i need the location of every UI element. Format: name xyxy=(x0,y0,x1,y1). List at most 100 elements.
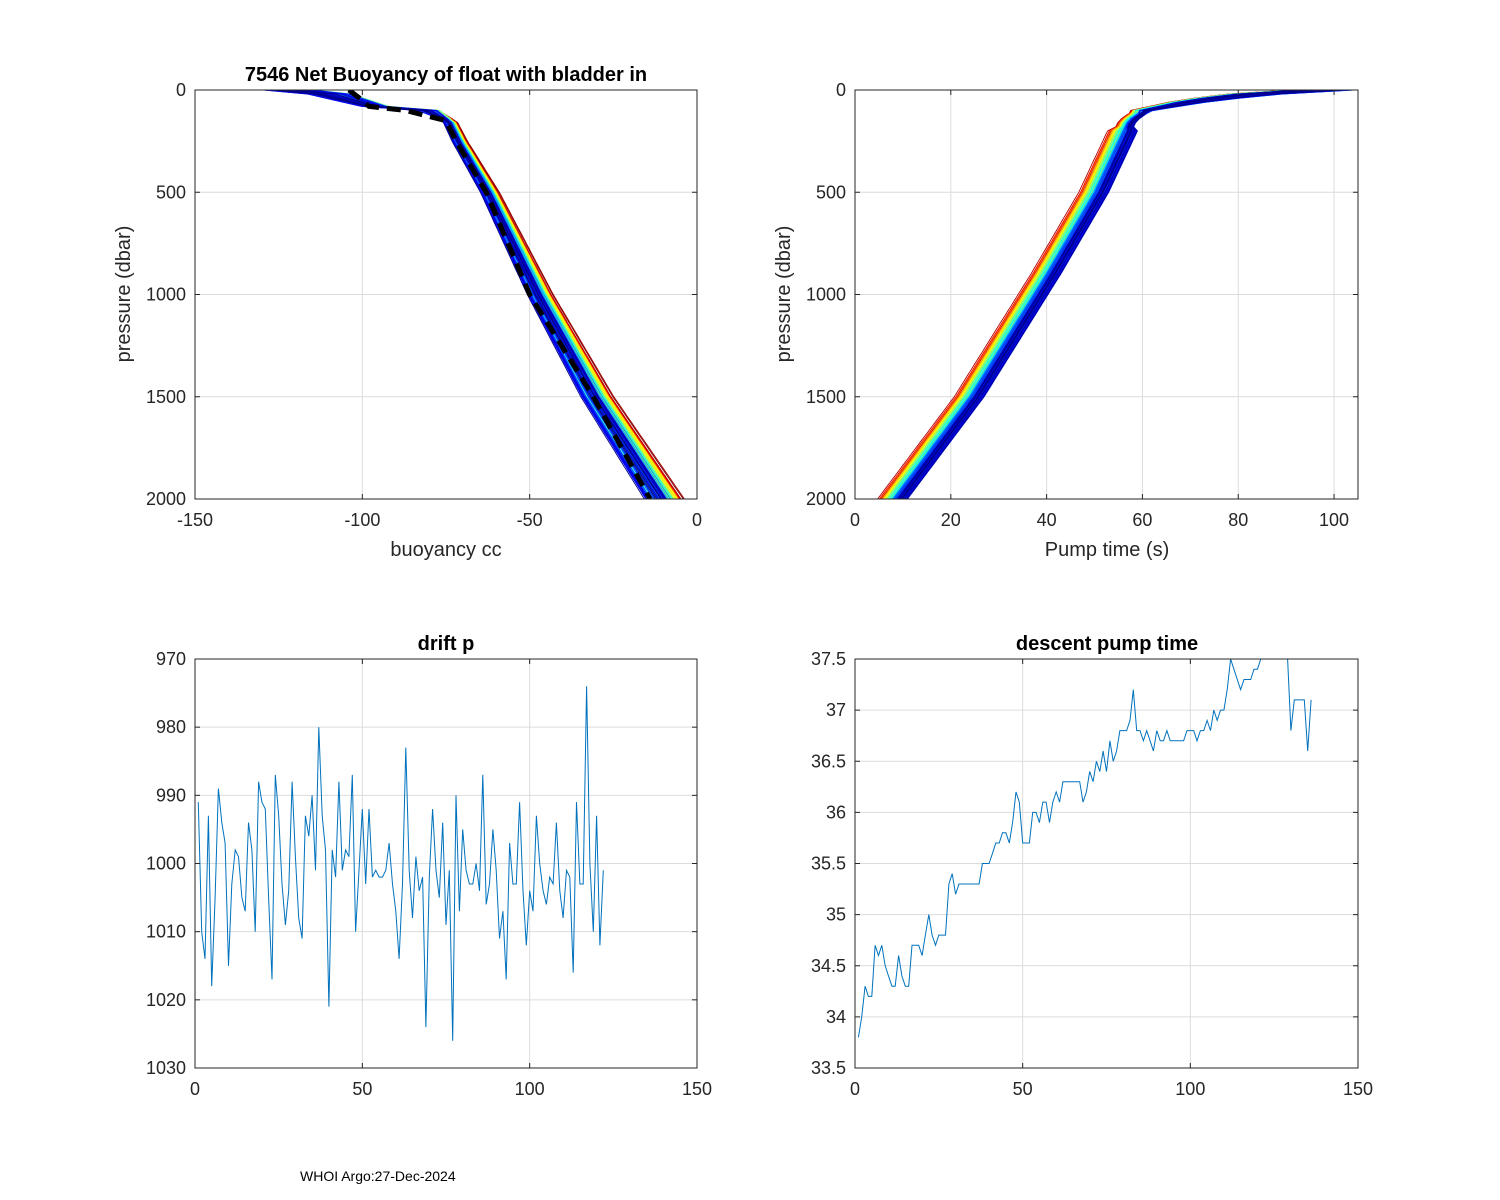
buoyancy-profile-line xyxy=(290,90,682,499)
y-tick-label: 1030 xyxy=(146,1058,186,1078)
pumptime-profile-line xyxy=(883,90,1301,499)
y-tick-label: 1020 xyxy=(146,990,186,1010)
pumptime-profile-line xyxy=(892,90,1348,499)
footer-credit: WHOI Argo:27-Dec-2024 xyxy=(300,1168,456,1184)
series-line xyxy=(197,686,604,1041)
pumptime-profile-line xyxy=(889,90,1326,499)
buoyancy-profile-line xyxy=(272,90,667,499)
series-line xyxy=(857,659,1312,1038)
y-tick-label: 2000 xyxy=(146,489,186,509)
pumptime-profile-line xyxy=(893,90,1341,499)
panel-buoyancy-ticks: -150 -100 -50 0 0 500 1000 1500 2000 xyxy=(146,80,702,530)
y-tick-label: 36 xyxy=(826,802,846,822)
panel-drift-grid xyxy=(194,658,698,1069)
y-tick-label: 0 xyxy=(836,80,846,100)
panel-buoyancy-title: 7546 Net Buoyancy of float with bladder … xyxy=(245,64,647,86)
x-tick-label: -100 xyxy=(344,510,380,530)
panel-pumptime-profiles xyxy=(877,90,1354,499)
panel-buoyancy: -150 -100 -50 0 0 500 1000 1500 2000 7546 Net Bu… xyxy=(113,64,702,561)
buoyancy-profile-line xyxy=(273,90,658,499)
panel-descent-ticks: 0 50 100 150 33.5 34 34.5 35 35.5 36 36.5 37 37.5 xyxy=(811,649,1373,1099)
buoyancy-profile-line xyxy=(283,90,657,499)
panel-buoyancy-profiles xyxy=(263,90,685,499)
y-tick-label: 37 xyxy=(826,700,846,720)
panel-descent: 0 50 100 150 33.5 34 34.5 35 35.5 36 36.5 37 37.5 de… xyxy=(811,633,1373,1099)
buoyancy-profile-line xyxy=(289,90,665,499)
x-tick-label: 100 xyxy=(1175,1079,1205,1099)
panel-drift-title: drift p xyxy=(418,633,475,655)
buoyancy-profile-line xyxy=(271,90,669,499)
mean-buoyancy-profile xyxy=(347,90,653,499)
y-tick-label: 1500 xyxy=(146,387,186,407)
pumptime-profile-line xyxy=(884,90,1303,499)
x-tick-label: -50 xyxy=(517,510,543,530)
panel-pumptime-xlabel: Pump time (s) xyxy=(1045,539,1169,561)
x-tick-label: 20 xyxy=(941,510,961,530)
buoyancy-profile-line xyxy=(285,90,685,499)
y-tick-label: 36.5 xyxy=(811,751,846,771)
pumptime-profile-line xyxy=(896,90,1303,499)
x-tick-label: 0 xyxy=(850,510,860,530)
pumptime-profile-line xyxy=(879,90,1317,499)
panel-drift-series xyxy=(197,686,604,1041)
x-tick-label: 40 xyxy=(1037,510,1057,530)
y-tick-label: 500 xyxy=(156,182,186,202)
y-tick-label: 35.5 xyxy=(811,854,846,874)
pumptime-profile-line xyxy=(882,90,1300,499)
y-tick-label: 1000 xyxy=(146,854,186,874)
y-tick-label: 990 xyxy=(156,785,186,805)
x-tick-label: 50 xyxy=(1013,1079,1033,1099)
y-tick-label: 33.5 xyxy=(811,1058,846,1078)
panel-descent-series xyxy=(857,659,1312,1038)
panel-drift-ticks: 0 50 100 150 970 980 990 1000 1010 1020 1030 xyxy=(146,649,712,1099)
panel-descent-grid xyxy=(854,658,1359,1069)
buoyancy-profile-line xyxy=(301,90,659,499)
buoyancy-profile-line xyxy=(271,90,678,499)
panel-buoyancy-xlabel: buoyancy cc xyxy=(390,539,501,561)
buoyancy-profile-line xyxy=(270,90,655,499)
pumptime-profile-line xyxy=(903,90,1334,499)
buoyancy-profile-line xyxy=(292,90,671,499)
x-tick-label: 50 xyxy=(352,1079,372,1099)
pumptime-profile-line xyxy=(900,90,1318,499)
pumptime-profile-line xyxy=(900,90,1324,499)
panel-buoyancy-ylabel: pressure (dbar) xyxy=(113,226,135,363)
pumptime-profile-line xyxy=(888,90,1296,499)
pumptime-profile-line xyxy=(892,90,1339,499)
y-tick-label: 1010 xyxy=(146,922,186,942)
y-tick-label: 1000 xyxy=(146,285,186,305)
y-tick-label: 35 xyxy=(826,905,846,925)
pumptime-profile-line xyxy=(894,90,1302,499)
y-tick-label: 37.5 xyxy=(811,649,846,669)
panel-drift: 0 50 100 150 970 980 990 1000 1010 1020 1030 drift… xyxy=(146,633,712,1099)
pumptime-profile-line xyxy=(885,90,1293,499)
panel-pumptime-ylabel: pressure (dbar) xyxy=(773,226,795,363)
x-tick-label: 100 xyxy=(1319,510,1349,530)
y-tick-label: 970 xyxy=(156,649,186,669)
x-tick-label: 150 xyxy=(682,1079,712,1099)
panel-descent-title: descent pump time xyxy=(1016,633,1198,655)
y-tick-label: 500 xyxy=(816,182,846,202)
x-tick-label: 100 xyxy=(515,1079,545,1099)
pumptime-profile-line xyxy=(906,90,1307,499)
buoyancy-profile-line xyxy=(271,90,673,499)
x-tick-label: 60 xyxy=(1132,510,1152,530)
x-tick-label: 0 xyxy=(850,1079,860,1099)
pumptime-profile-line xyxy=(904,90,1315,499)
pumptime-profile-line xyxy=(879,90,1313,499)
y-tick-label: 34.5 xyxy=(811,956,846,976)
y-tick-label: 34 xyxy=(826,1007,846,1027)
pumptime-profile-line xyxy=(886,90,1338,499)
buoyancy-profile-line xyxy=(274,90,662,499)
pumptime-profile-line xyxy=(891,90,1344,499)
y-tick-label: 980 xyxy=(156,717,186,737)
y-tick-label: 1500 xyxy=(806,387,846,407)
pumptime-profile-line xyxy=(905,90,1316,499)
x-tick-label: 0 xyxy=(692,510,702,530)
x-tick-label: 150 xyxy=(1343,1079,1373,1099)
y-tick-label: 0 xyxy=(176,80,186,100)
y-tick-label: 1000 xyxy=(806,285,846,305)
